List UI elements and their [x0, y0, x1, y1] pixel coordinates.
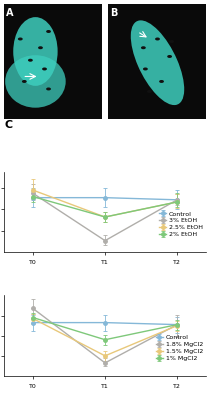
Circle shape	[22, 80, 27, 83]
Circle shape	[155, 38, 160, 40]
Circle shape	[46, 88, 51, 90]
Legend: Control, 3% EtOH, 2.5% EtOH, 2% EtOH: Control, 3% EtOH, 2.5% EtOH, 2% EtOH	[156, 209, 205, 240]
Ellipse shape	[131, 20, 184, 105]
Circle shape	[141, 46, 146, 49]
Ellipse shape	[13, 17, 58, 86]
Text: B: B	[110, 8, 118, 18]
Ellipse shape	[5, 55, 66, 108]
Circle shape	[18, 38, 23, 40]
Text: C: C	[4, 120, 12, 130]
Circle shape	[46, 30, 51, 33]
Circle shape	[147, 90, 152, 93]
Circle shape	[28, 59, 33, 62]
Bar	[4, 4, 102, 119]
Circle shape	[167, 55, 172, 58]
Bar	[108, 4, 206, 119]
Text: A: A	[6, 8, 14, 18]
Circle shape	[38, 46, 43, 49]
Circle shape	[42, 68, 47, 70]
Circle shape	[169, 40, 174, 43]
Legend: Control, 1.8% MgCl2, 1.5% MgCl2, 1% MgCl2: Control, 1.8% MgCl2, 1.5% MgCl2, 1% MgCl…	[153, 332, 205, 363]
Circle shape	[143, 68, 148, 70]
Circle shape	[159, 80, 164, 83]
